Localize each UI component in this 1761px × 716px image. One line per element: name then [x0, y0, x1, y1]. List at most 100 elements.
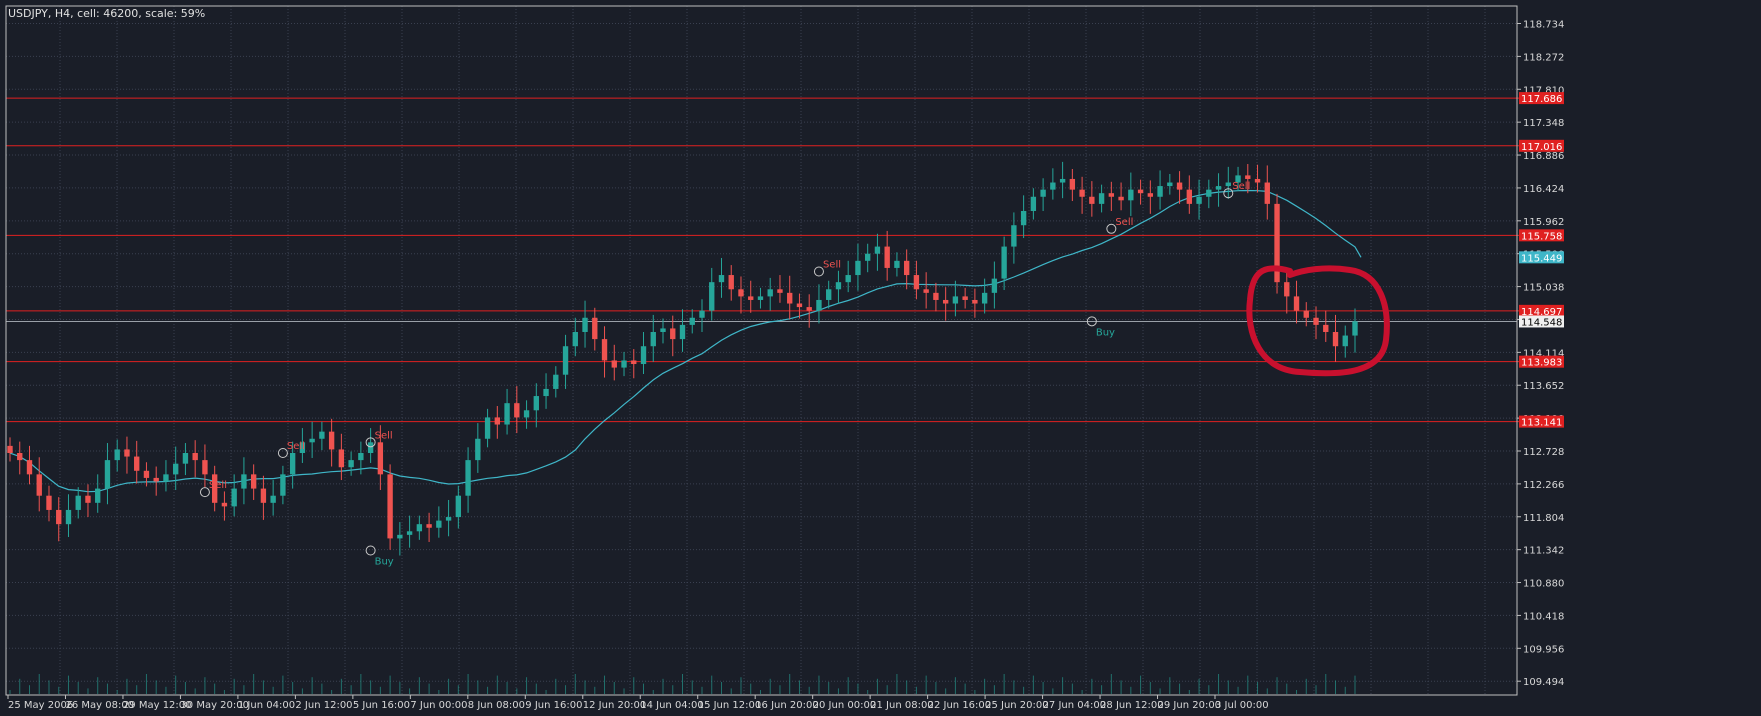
candle-body [397, 534, 403, 539]
candle-body [1176, 182, 1183, 190]
candle-body [250, 474, 257, 489]
time-tick-label: 25 May 2006 [8, 700, 73, 711]
candle-body [1011, 225, 1017, 247]
candle-body [748, 296, 754, 300]
time-tick-label: 9 Jun 16:00 [525, 700, 582, 711]
candle-body [1342, 335, 1348, 347]
candle-body [572, 331, 578, 347]
time-tick-label: 15 Jun 12:00 [698, 700, 762, 711]
candle-body [582, 317, 588, 332]
price-tick-label: 111.342 [1523, 546, 1564, 557]
buy-signal-label: Buy [1096, 327, 1115, 338]
candle-body [211, 474, 218, 503]
candle-body [328, 431, 335, 450]
candle-body [923, 289, 929, 293]
candle-body [1108, 193, 1115, 197]
candle-body [319, 431, 325, 439]
buy-signal-icon [1086, 316, 1097, 327]
time-tick-label: 7 Jun 00:00 [410, 700, 467, 711]
sell-signal-label: Sell [1232, 181, 1250, 192]
candle-body [621, 360, 627, 368]
level-label-box [1519, 415, 1564, 428]
time-tick-label: 14 Jun 04:00 [640, 700, 704, 711]
trade-signals: Sell Buy Sell Sell Sell Buy Sell Sell [199, 181, 1250, 568]
price-tick-label: 118.734 [1523, 20, 1564, 31]
level-label: 117.016 [1521, 142, 1562, 153]
candle-body [942, 299, 949, 304]
time-tick-label: 2 Jun 12:00 [295, 700, 352, 711]
candle-body [95, 488, 101, 503]
price-axis[interactable]: 118.734 118.272 117.810 117.348 116.886 116.4… [1517, 20, 1564, 689]
sell-signal-icon [277, 447, 288, 458]
candle-body [406, 531, 413, 535]
candle-body [796, 303, 803, 308]
candle-body [884, 246, 890, 268]
time-tick-label: 26 May 08:00 [65, 700, 134, 711]
price-tick-label: 109.494 [1523, 677, 1564, 688]
candle-body [611, 360, 617, 368]
candle-body [445, 517, 452, 521]
candle-body [1050, 182, 1056, 190]
price-tick-label: 117.810 [1523, 85, 1564, 96]
hand-drawn-circle-annotation [1246, 265, 1390, 377]
candle-body [85, 495, 91, 503]
candle-body [231, 488, 237, 507]
price-tick-label: 112.728 [1523, 447, 1564, 458]
candle-body [36, 474, 42, 496]
candle-body [845, 275, 851, 283]
level-label: 114.697 [1521, 307, 1562, 318]
candle-body [660, 328, 666, 332]
candle-body [699, 310, 705, 318]
plot-frame [5, 5, 1518, 696]
candle-body [1089, 196, 1095, 204]
candle-body [728, 275, 734, 290]
candle-body [601, 339, 608, 361]
price-tick-label: 109.956 [1523, 644, 1564, 655]
candle-body [1147, 193, 1154, 197]
candle-body [143, 470, 150, 478]
time-tick-label: 3 Jul 00:00 [1215, 700, 1269, 711]
price-tick-label: 114.114 [1523, 348, 1564, 359]
candle-body [1293, 296, 1300, 311]
candle-body [1254, 178, 1261, 183]
level-label-box [1519, 229, 1564, 242]
current-price-box [1519, 315, 1564, 328]
candle-body [543, 388, 549, 397]
grid [6, 6, 1517, 695]
time-tick-label: 1 Jun 04:00 [238, 700, 295, 711]
candle-body [553, 374, 559, 389]
price-tick-label: 110.880 [1523, 579, 1564, 590]
candle-body [377, 442, 384, 475]
level-price-labels: 117.686 117.016 115.758 114.697 113.983 113.1… [1519, 92, 1564, 429]
sell-signal-label: Sell [1115, 217, 1133, 228]
candle-body [1020, 210, 1027, 226]
candle-body [1245, 175, 1251, 179]
candle-body [679, 324, 686, 340]
time-tick-label: 22 Jun 16:00 [928, 700, 992, 711]
candle-body [387, 474, 393, 539]
sell-signal-label: Sell [823, 259, 841, 270]
candle-body [913, 275, 920, 290]
candle-body [874, 246, 881, 254]
candle-body [504, 403, 510, 425]
candle-body [455, 495, 462, 518]
price-tick-label: 115.038 [1523, 283, 1564, 294]
candle-body [562, 346, 569, 375]
level-label-box [1519, 355, 1564, 368]
buy-signal-label: Buy [375, 557, 394, 568]
price-tick-label: 115.962 [1523, 217, 1564, 228]
time-tick-label: 12 Jun 20:00 [583, 700, 647, 711]
price-tick-label: 116.424 [1523, 184, 1564, 195]
candle-body [163, 474, 169, 482]
level-label-box [1519, 139, 1564, 152]
candle-body [718, 275, 725, 283]
candle-body [1157, 186, 1163, 197]
price-tick-label: 110.418 [1523, 611, 1564, 622]
buy-signal-icon [365, 545, 376, 556]
sell-signal-label: Sell [375, 430, 393, 441]
time-tick-label: 29 Jun 20:00 [1158, 700, 1222, 711]
candle-body [1069, 178, 1076, 190]
time-tick-label: 25 Jun 20:00 [985, 700, 1049, 711]
